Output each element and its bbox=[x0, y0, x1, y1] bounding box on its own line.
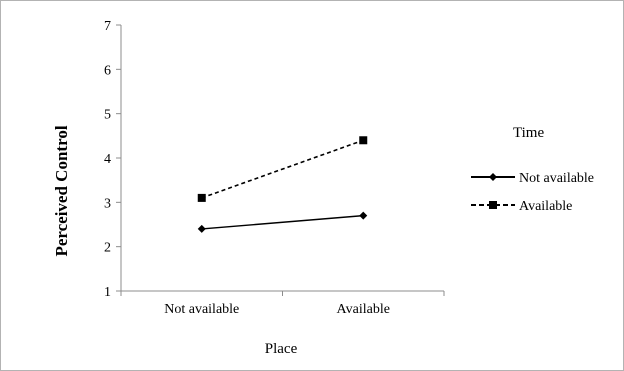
data-point bbox=[359, 136, 368, 145]
data-point bbox=[197, 193, 206, 202]
chart-ticks: 1 2 3 4 5 6 7 Not available Available bbox=[104, 19, 445, 317]
x-tick-label: Not available bbox=[164, 302, 239, 317]
legend-item-label: Available bbox=[519, 199, 572, 214]
series-line bbox=[201, 214, 364, 230]
legend-swatch-marker bbox=[489, 201, 497, 209]
y-tick-label: 1 bbox=[104, 285, 111, 300]
y-tick-label: 7 bbox=[104, 19, 111, 34]
chart-series bbox=[197, 136, 368, 233]
legend-title: Time bbox=[513, 125, 544, 141]
x-axis-title: Place bbox=[265, 341, 298, 357]
data-point bbox=[197, 224, 206, 233]
legend-swatch-marker bbox=[489, 173, 497, 181]
data-point bbox=[359, 211, 368, 220]
series-line bbox=[201, 139, 364, 199]
y-axis-title: Perceived Control bbox=[52, 125, 71, 256]
legend: Time Not available Available bbox=[471, 125, 594, 214]
y-tick-label: 6 bbox=[104, 63, 111, 78]
y-tick-label: 2 bbox=[104, 241, 111, 256]
y-tick-label: 3 bbox=[104, 196, 111, 211]
legend-item-label: Not available bbox=[519, 171, 594, 186]
x-tick-label: Available bbox=[337, 302, 390, 317]
chart-axes bbox=[120, 25, 444, 292]
y-tick-label: 4 bbox=[104, 152, 111, 167]
y-tick-label: 5 bbox=[104, 108, 111, 123]
